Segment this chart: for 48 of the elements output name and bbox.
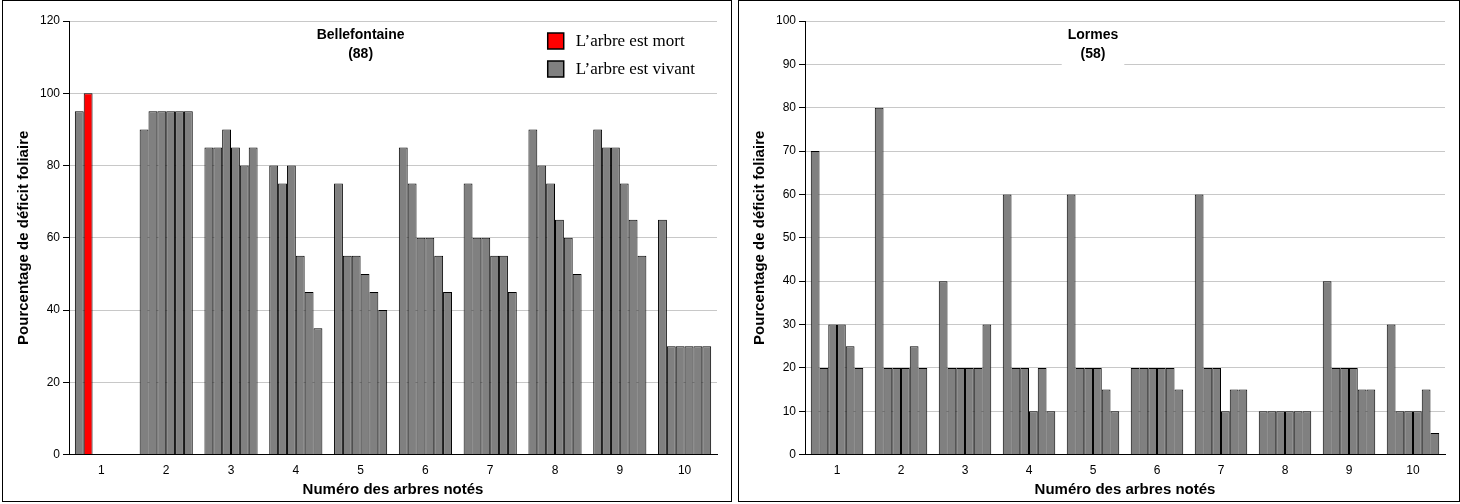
x-tick-label: 3 [961, 463, 969, 478]
x-tick-label: 2 [897, 463, 905, 478]
text: (58) [1080, 44, 1106, 61]
y-tick-label: 30 [782, 316, 797, 331]
y-tick-label: 80 [46, 157, 61, 172]
y-tick-label: 80 [782, 100, 797, 115]
y-tick-label: 50 [782, 230, 797, 245]
x-tick-label: 6 [1153, 463, 1161, 478]
y-tick-label: 0 [53, 446, 61, 461]
y-axis-title: Pourcentage de déficit foliaire [14, 130, 32, 345]
y-tick-label: 40 [782, 273, 797, 288]
x-tick-label: 2 [162, 463, 170, 478]
y-tick-label: 60 [46, 230, 61, 245]
y-tick-label: 90 [782, 56, 797, 71]
y-tick-label: 100 [39, 85, 61, 100]
chart-title: Bellefontaine [316, 25, 405, 42]
x-tick-label: 10 [1406, 463, 1420, 478]
x-tick-label: 4 [1025, 463, 1033, 478]
y-tick-label: 40 [46, 302, 61, 317]
x-tick-label: 8 [1281, 463, 1289, 478]
y-tick-label: 120 [39, 13, 61, 28]
y-tick-label: 60 [782, 186, 797, 201]
x-tick-label: 5 [1089, 463, 1097, 478]
x-tick-label: 6 [422, 463, 430, 478]
x-tick-label: 7 [486, 463, 494, 478]
legend-label: L’arbre est vivant [575, 59, 696, 79]
y-tick-label: 20 [46, 374, 61, 389]
x-tick-label: 1 [833, 463, 841, 478]
x-tick-label: 9 [616, 463, 624, 478]
y-tick-label: 10 [782, 403, 797, 418]
text: (88) [348, 44, 374, 61]
x-axis-title: Numéro des arbres notés [1034, 480, 1216, 498]
x-tick-label: 9 [1345, 463, 1353, 478]
y-tick-label: 0 [789, 446, 797, 461]
x-tick-label: 10 [677, 463, 692, 478]
y-tick-label: 100 [775, 13, 797, 28]
y-tick-label: 70 [782, 143, 797, 158]
x-tick-label: 5 [357, 463, 365, 478]
x-axis-title: Numéro des arbres notés [302, 480, 484, 498]
y-tick-label: 20 [782, 360, 797, 375]
legend-label: L’arbre est mort [575, 31, 685, 51]
chart-title: Lormes [1067, 25, 1119, 42]
x-tick-label: 8 [551, 463, 559, 478]
x-tick-label: 7 [1217, 463, 1225, 478]
y-axis-title: Pourcentage de déficit foliaire [750, 130, 768, 345]
x-tick-label: 3 [227, 463, 235, 478]
x-tick-label: 1 [98, 463, 106, 478]
x-tick-label: 4 [292, 463, 300, 478]
